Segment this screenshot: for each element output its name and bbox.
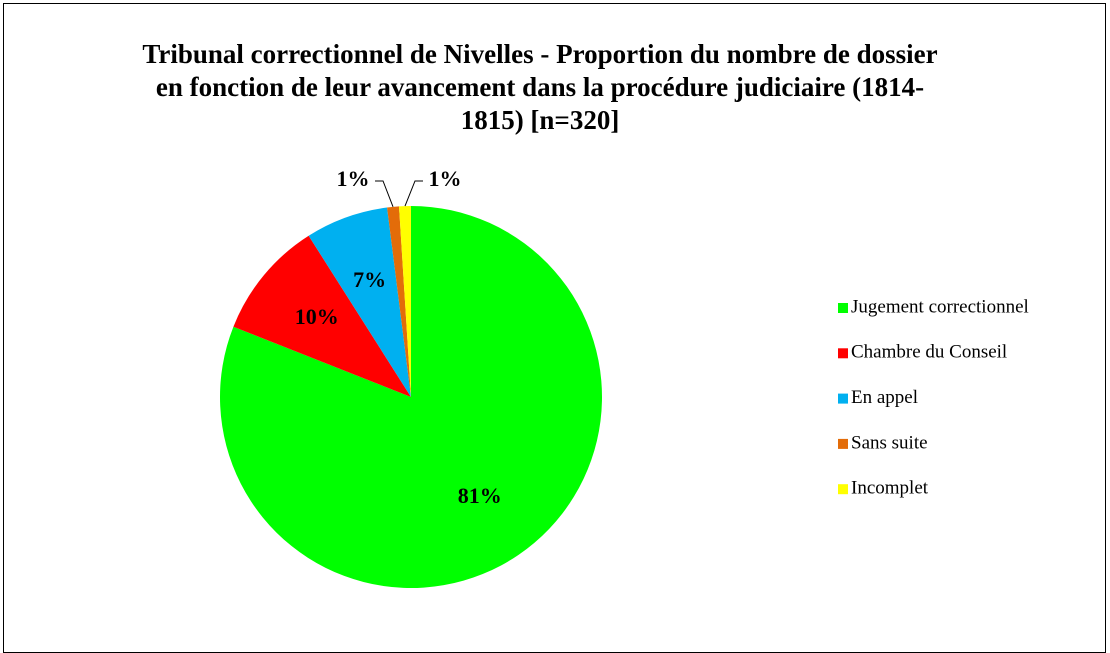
legend-label: Sans suite <box>851 432 928 453</box>
pie-slice <box>308 207 411 397</box>
pie-slice <box>387 206 411 397</box>
leader-line <box>404 180 424 207</box>
data-label: 10% <box>295 304 339 329</box>
chart-title: Tribunal correctionnel de Nivelles - Pro… <box>142 39 938 135</box>
pie-slice <box>399 206 411 397</box>
legend-swatch <box>838 303 848 313</box>
data-label: 1% <box>337 166 370 191</box>
legend-swatch <box>838 438 848 449</box>
legend-swatch <box>838 348 848 359</box>
legend-label: Jugement correctionnel <box>851 296 1029 317</box>
data-label: 1% <box>429 166 462 191</box>
legend-label: Incomplet <box>851 478 929 499</box>
leader-line <box>375 180 394 208</box>
data-label: 7% <box>353 267 386 292</box>
legend-label: Chambre du Conseil <box>851 342 1007 363</box>
legend-swatch <box>838 484 848 495</box>
pie-slice <box>233 235 411 397</box>
data-label: 81% <box>458 483 502 508</box>
legend-label: En appel <box>851 387 918 408</box>
legend-swatch <box>838 393 848 404</box>
